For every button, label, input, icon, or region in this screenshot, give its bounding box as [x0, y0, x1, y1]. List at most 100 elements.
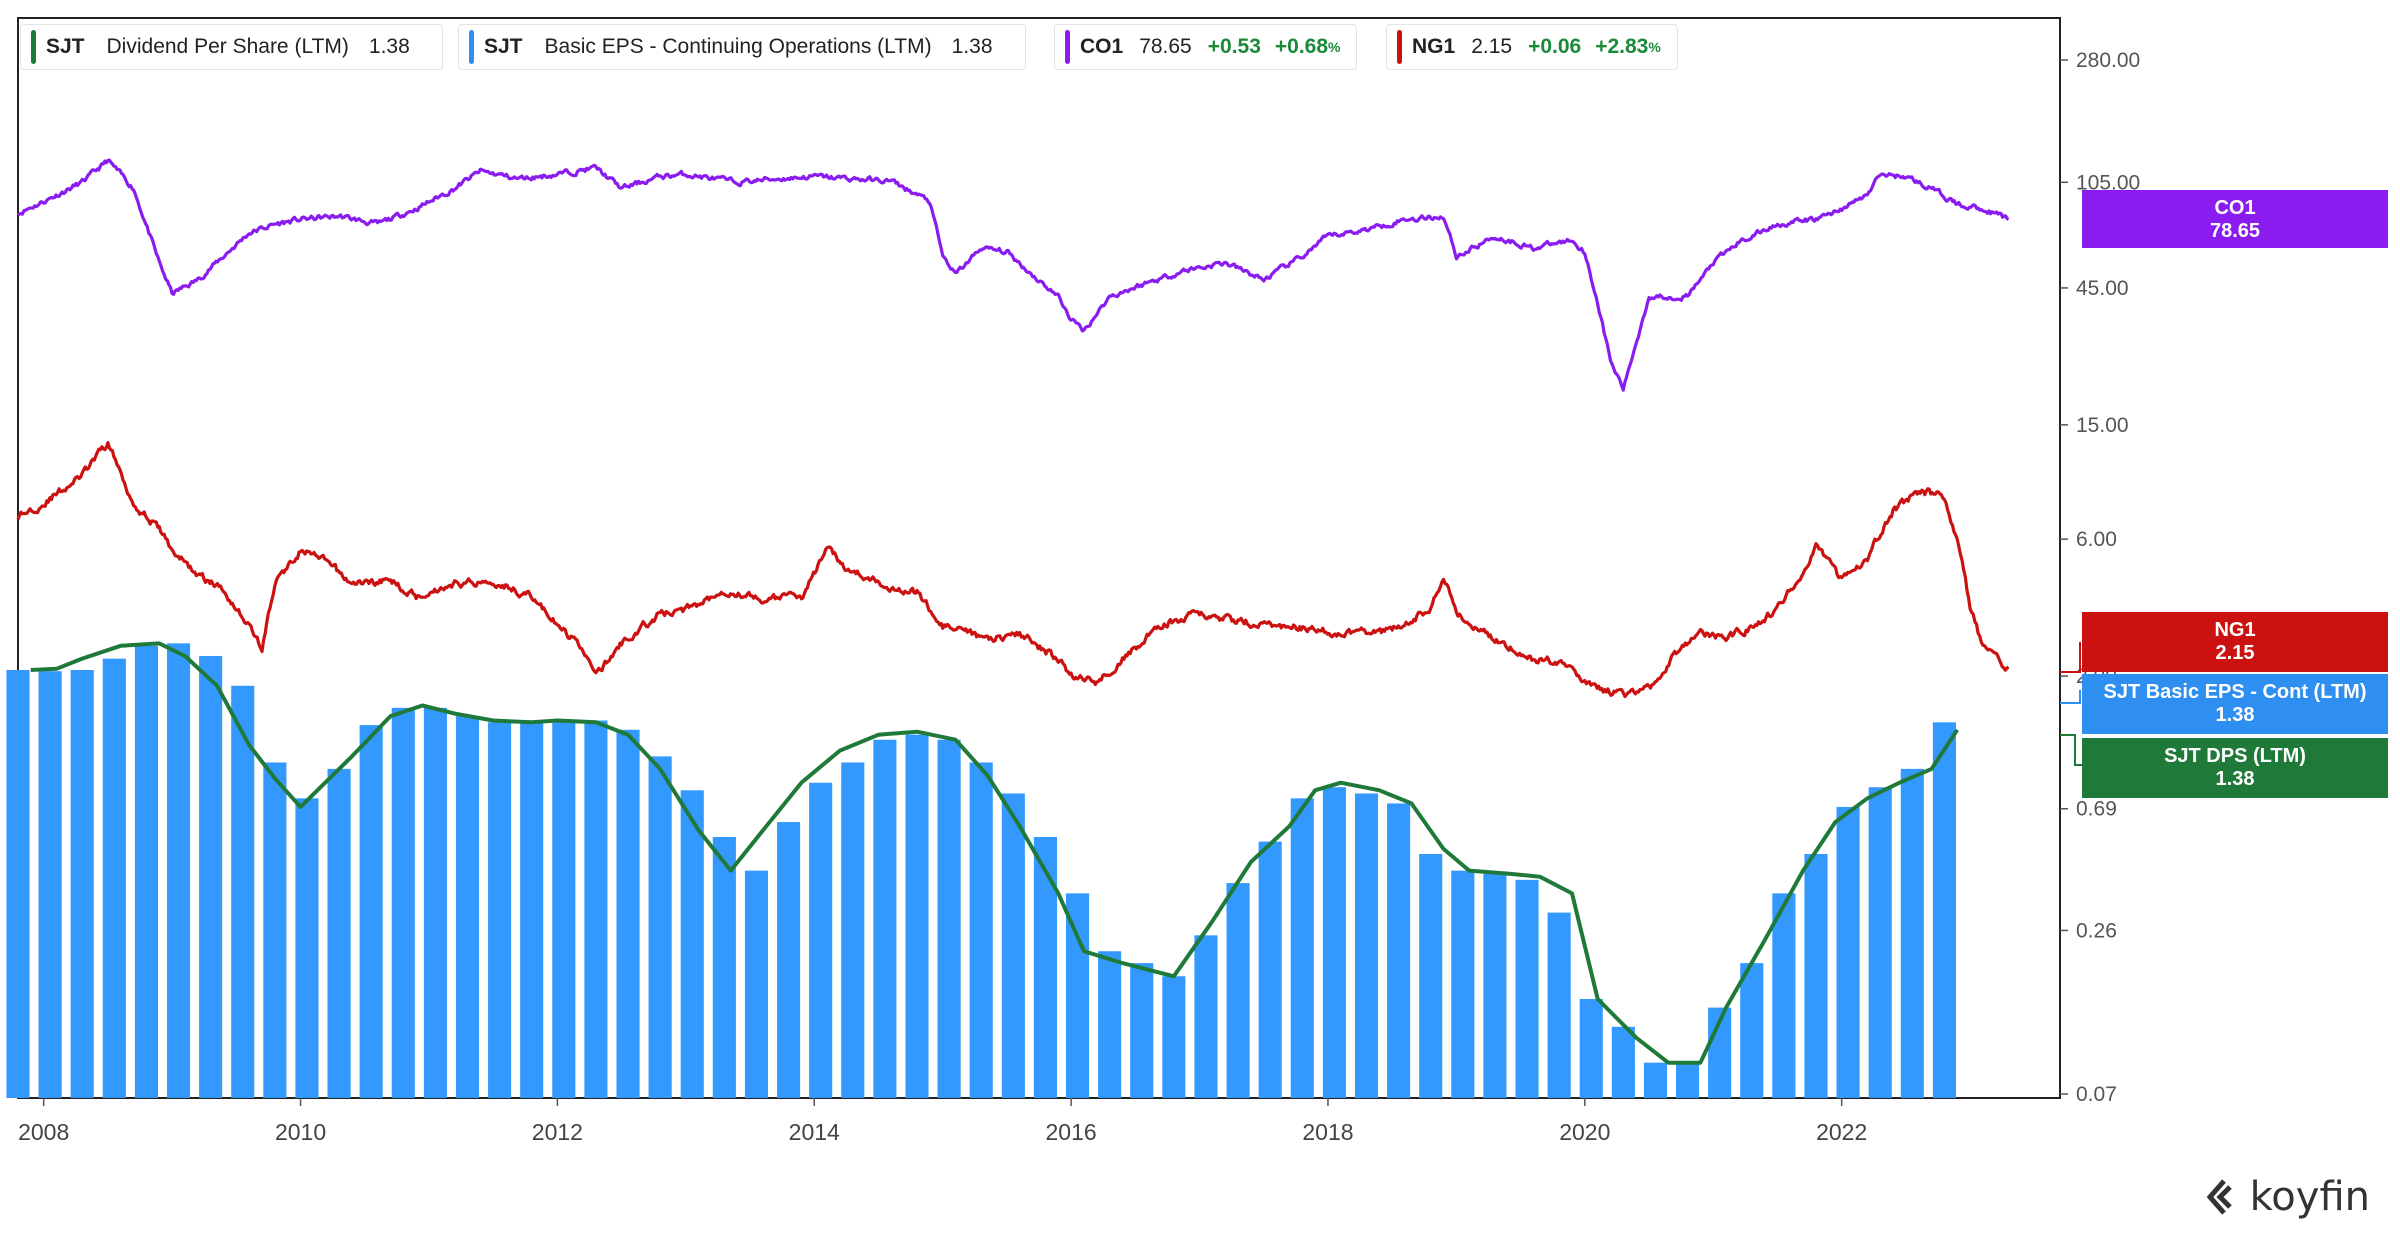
y-tick-label: 0.69: [2076, 798, 2117, 821]
eps-bar: [584, 720, 608, 1098]
eps-bar: [1354, 793, 1379, 1098]
eps-bar: [423, 707, 447, 1098]
eps-bar: [841, 762, 865, 1098]
tag-value: 2.15: [2215, 642, 2255, 664]
y-tick-label: 45.00: [2076, 277, 2129, 300]
eps-bar: [520, 722, 544, 1098]
eps-bar: [1836, 806, 1860, 1098]
eps-bar: [1162, 976, 1186, 1098]
eps-bar: [295, 798, 319, 1098]
eps-bar: [1772, 893, 1796, 1098]
legend-color-swatch: [469, 30, 474, 64]
koyfin-logo-icon: [2206, 1179, 2232, 1215]
legend-sjt-dps[interactable]: SJT Dividend Per Share (LTM) 1.38: [20, 24, 443, 70]
eps-bar: [1932, 722, 1956, 1098]
eps-bar: [1001, 793, 1025, 1098]
tag-co1: CO1 78.65: [2082, 190, 2388, 248]
eps-bar: [616, 729, 640, 1098]
legend-change-pct: +0.68: [1274, 35, 1329, 58]
eps-bar: [937, 739, 961, 1098]
legend-color-swatch: [1065, 30, 1070, 64]
eps-bar: [873, 739, 897, 1098]
tag-dps: SJT DPS (LTM) 1.38: [2082, 738, 2388, 798]
eps-bar: [1419, 853, 1443, 1098]
tag-value: 1.38: [2215, 768, 2255, 790]
eps-bar: [1226, 883, 1250, 1098]
dps-line: [30, 641, 1959, 1065]
eps-bar: [1290, 798, 1314, 1098]
tag-ng1: NG1 2.15: [2082, 612, 2388, 672]
eps-bar: [102, 658, 126, 1098]
legend-ng1[interactable]: NG1 2.15 +0.06 +2.83%: [1386, 24, 1678, 70]
legend-change: +0.06: [1528, 35, 1582, 58]
logo-text: koyfin: [2249, 1174, 2370, 1220]
eps-bar: [777, 822, 801, 1098]
tag-value: 78.65: [2209, 220, 2261, 242]
eps-bar: [1387, 803, 1411, 1098]
eps-bar: [263, 762, 287, 1098]
eps-bar: [1547, 912, 1571, 1098]
legend-color-swatch: [1397, 30, 1402, 64]
eps-bars: [6, 643, 1956, 1098]
eps-bar: [809, 782, 833, 1098]
legend-label: Basic EPS - Continuing Operations (LTM): [544, 35, 932, 58]
eps-bar: [1483, 873, 1507, 1098]
legend-symbol: SJT: [484, 35, 523, 58]
eps-bar: [1098, 951, 1122, 1098]
eps-bar: [70, 669, 94, 1098]
eps-bar: [1676, 1062, 1700, 1098]
eps-bar: [552, 720, 576, 1098]
legend-change-pct: +2.83: [1595, 35, 1649, 58]
tag-name: SJT DPS (LTM): [2164, 745, 2306, 767]
legend-value: 1.38: [951, 35, 993, 58]
eps-bar: [134, 645, 158, 1098]
legend-pct-sign: %: [1648, 39, 1661, 55]
eps-bar: [327, 768, 351, 1098]
eps-bar: [1258, 841, 1282, 1098]
eps-bar: [1065, 893, 1090, 1098]
eps-bar: [969, 762, 993, 1098]
eps-bar: [455, 716, 480, 1098]
tag-eps: SJT Basic EPS - Cont (LTM) 1.38: [2082, 674, 2388, 734]
eps-bar: [1194, 935, 1218, 1098]
tag-name: CO1: [2214, 197, 2256, 219]
legend-color-swatch: [31, 30, 36, 64]
legend-change: +0.53: [1207, 35, 1261, 58]
eps-bar: [488, 722, 512, 1098]
x-tick-label: 2012: [532, 1119, 583, 1145]
eps-bar: [1033, 837, 1057, 1098]
co1-line: [16, 158, 2010, 392]
tag-name: SJT Basic EPS - Cont (LTM): [2103, 681, 2367, 703]
series-lines: [16, 158, 2010, 1065]
eps-bar: [1804, 853, 1828, 1098]
legend-co1[interactable]: CO1 78.65 +0.53 +0.68%: [1054, 24, 1358, 70]
eps-bar: [1130, 963, 1154, 1098]
eps-bar: [712, 837, 736, 1098]
eps-bar: [1643, 1062, 1668, 1098]
eps-bar: [1868, 787, 1892, 1098]
eps-bar: [231, 685, 255, 1098]
legend-symbol: CO1: [1080, 35, 1124, 58]
x-tick-label: 2020: [1559, 1119, 1610, 1145]
y-tick-label: 280.00: [2076, 49, 2140, 72]
eps-bar: [905, 734, 929, 1098]
y-tick-label: 105.00: [2076, 171, 2140, 194]
ng1-line: [16, 441, 2010, 699]
legend-symbol: SJT: [46, 35, 85, 58]
x-tick-label: 2022: [1816, 1119, 1867, 1145]
x-tick-label: 2008: [18, 1119, 69, 1145]
eps-bar: [1900, 768, 1924, 1098]
eps-bar: [199, 655, 223, 1098]
koyfin-logo: koyfin: [2204, 1174, 2370, 1220]
x-axis: 2008 2010 2012 2014 2016 2018 2020 2022: [18, 1098, 1867, 1145]
legend-sjt-eps[interactable]: SJT Basic EPS - Continuing Operations (L…: [458, 24, 1026, 70]
eps-bar: [1740, 963, 1764, 1098]
eps-bar: [744, 870, 769, 1098]
y-tick-label: 0.26: [2076, 919, 2117, 942]
legend-value: 78.65: [1139, 35, 1192, 58]
tag-value: 1.38: [2215, 704, 2255, 726]
x-tick-label: 2014: [789, 1119, 840, 1145]
tag-name: NG1: [2214, 619, 2256, 641]
eps-bar: [166, 643, 191, 1098]
